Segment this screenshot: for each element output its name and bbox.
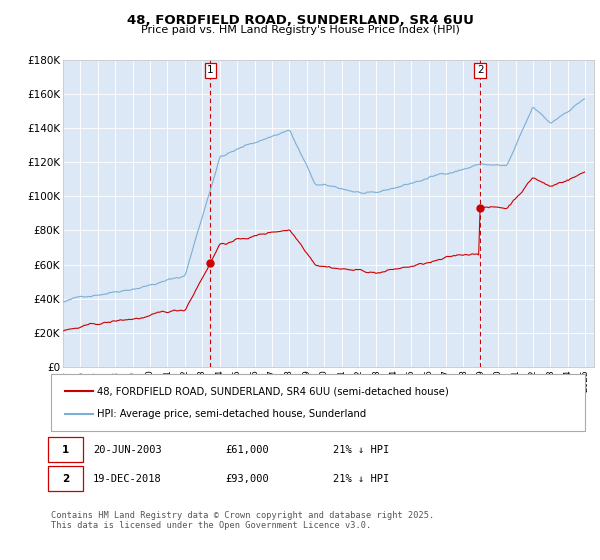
Text: 48, FORDFIELD ROAD, SUNDERLAND, SR4 6UU (semi-detached house): 48, FORDFIELD ROAD, SUNDERLAND, SR4 6UU … <box>97 386 449 396</box>
Text: £61,000: £61,000 <box>225 445 269 455</box>
Text: 1: 1 <box>62 445 69 455</box>
Text: Contains HM Land Registry data © Crown copyright and database right 2025.
This d: Contains HM Land Registry data © Crown c… <box>51 511 434 530</box>
Text: 48, FORDFIELD ROAD, SUNDERLAND, SR4 6UU: 48, FORDFIELD ROAD, SUNDERLAND, SR4 6UU <box>127 14 473 27</box>
Text: 19-DEC-2018: 19-DEC-2018 <box>93 474 162 484</box>
Text: Price paid vs. HM Land Registry's House Price Index (HPI): Price paid vs. HM Land Registry's House … <box>140 25 460 35</box>
Text: 20-JUN-2003: 20-JUN-2003 <box>93 445 162 455</box>
Text: 2: 2 <box>477 65 484 75</box>
Text: £93,000: £93,000 <box>225 474 269 484</box>
Text: 2: 2 <box>62 474 69 484</box>
Text: 21% ↓ HPI: 21% ↓ HPI <box>333 474 389 484</box>
Text: 21% ↓ HPI: 21% ↓ HPI <box>333 445 389 455</box>
Text: 1: 1 <box>207 65 214 75</box>
Text: HPI: Average price, semi-detached house, Sunderland: HPI: Average price, semi-detached house,… <box>97 409 367 419</box>
